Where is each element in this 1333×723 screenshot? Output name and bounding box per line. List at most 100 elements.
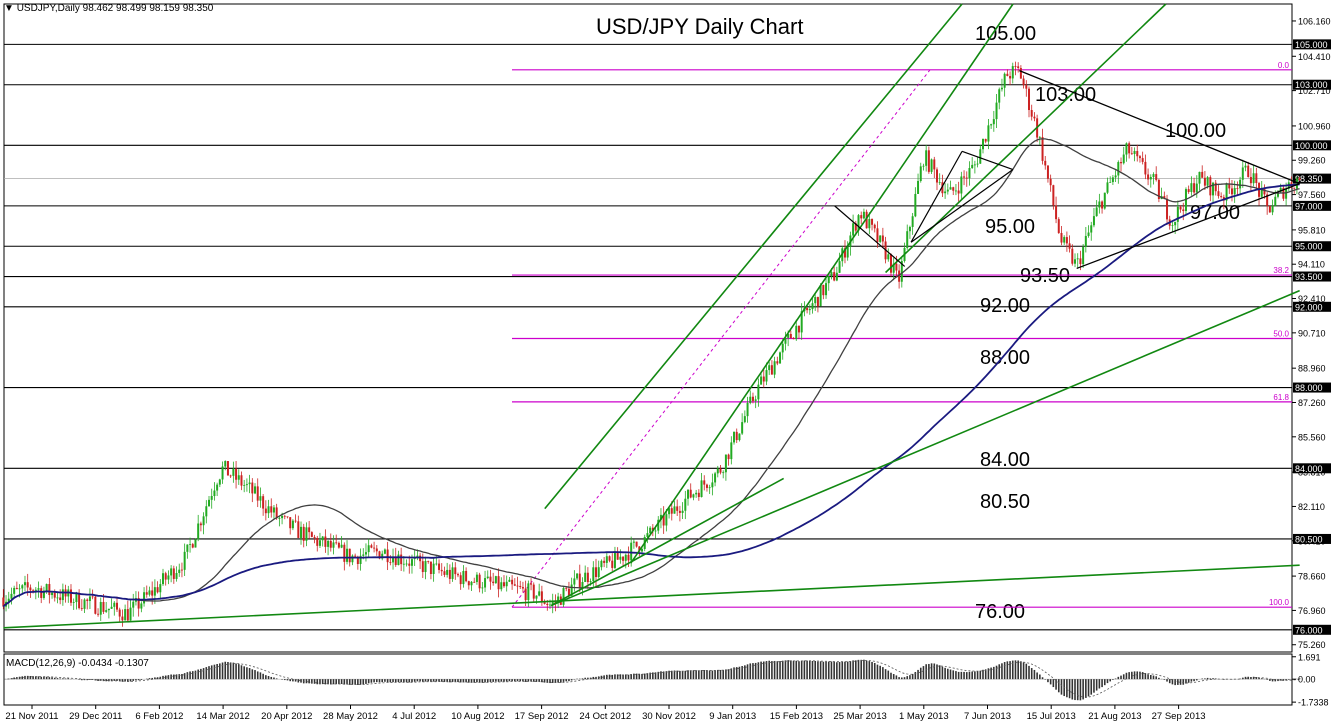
candle-body: [143, 592, 146, 604]
candle-body: [930, 159, 933, 172]
candle-body: [148, 590, 151, 595]
candle-body: [635, 541, 638, 547]
y-tick-label: 94.110: [1298, 260, 1325, 270]
candle-body: [1136, 150, 1139, 157]
candle-body: [971, 164, 974, 169]
candle-body: [1044, 160, 1047, 166]
candle-body: [703, 480, 706, 485]
candle-body: [75, 592, 78, 603]
candle-body: [811, 303, 814, 310]
x-tick-label: 24 Oct 2012: [579, 711, 631, 722]
y-tick-label: 95.810: [1298, 225, 1326, 235]
candle-body: [1201, 171, 1204, 178]
candle-body: [164, 573, 167, 580]
candle-body: [2, 597, 5, 607]
candle-body: [749, 396, 752, 403]
candle-body: [768, 365, 771, 371]
candle-body: [316, 537, 319, 546]
candle-body: [113, 602, 116, 607]
candle-body: [86, 599, 89, 602]
chart-title: USD/JPY Daily Chart: [596, 14, 804, 39]
candle-body: [1230, 188, 1233, 195]
dropdown-arrow-icon[interactable]: ▼: [4, 3, 14, 14]
flag-line: [910, 169, 1014, 243]
candle-body: [1190, 183, 1193, 192]
candle-body: [592, 567, 595, 582]
candle-body: [332, 542, 335, 548]
candle-body: [1071, 248, 1074, 264]
level-label: 80.50: [980, 491, 1030, 513]
candle-body: [248, 482, 251, 485]
y-tick-label: 99.260: [1298, 156, 1326, 166]
candle-body: [446, 569, 449, 575]
candle-body: [1103, 192, 1106, 209]
candle-body: [933, 159, 936, 170]
y-tick-label: 85.560: [1298, 432, 1326, 442]
candle-body: [1214, 182, 1217, 192]
y-tick-label: 87.260: [1298, 398, 1326, 408]
fib-level-label: 61.8: [1273, 393, 1289, 402]
candle-body: [351, 555, 354, 563]
candle-body: [632, 541, 635, 543]
candle-body: [1228, 183, 1231, 189]
candle-body: [1157, 179, 1160, 199]
level-label: 93.50: [1020, 265, 1070, 287]
candle-body: [486, 576, 489, 579]
candle-body: [565, 588, 568, 589]
candle-body: [1114, 175, 1117, 178]
candle-body: [605, 556, 608, 563]
candle-body: [132, 601, 135, 608]
x-tick-label: 9 Jan 2013: [709, 711, 756, 722]
candle-body: [375, 548, 378, 552]
candle-body: [202, 516, 205, 526]
x-tick-label: 20 Apr 2012: [261, 711, 312, 722]
candle-body: [321, 536, 324, 541]
candle-body: [213, 490, 216, 497]
candle-body: [513, 584, 516, 586]
macd-tick-label: 1.691: [1298, 652, 1321, 662]
candle-body: [992, 119, 995, 125]
candle-body: [1101, 201, 1104, 209]
candle-body: [754, 399, 757, 401]
candle-body: [1074, 259, 1077, 264]
x-tick-label: 6 Feb 2012: [135, 711, 183, 722]
candle-body: [608, 556, 611, 561]
candle-body: [26, 582, 29, 588]
level-tag: 88.000: [1295, 383, 1323, 393]
candle-body: [795, 325, 798, 340]
candle-body: [337, 542, 340, 548]
candle-body: [779, 352, 782, 364]
candle-body: [1006, 73, 1009, 77]
candle-body: [1212, 182, 1215, 196]
y-tick-label: 76.960: [1298, 606, 1326, 616]
candle-body: [29, 587, 32, 591]
candle-body: [524, 588, 527, 601]
level-tag: 100.000: [1295, 141, 1328, 151]
candle-body: [1084, 235, 1087, 247]
level-tag-bg: [1293, 39, 1331, 50]
candle-body: [335, 542, 338, 544]
candle-body: [324, 536, 327, 547]
candle-body: [670, 508, 673, 514]
candle-body: [719, 468, 722, 473]
candle-body: [348, 548, 351, 563]
candle-body: [88, 596, 91, 602]
candle-body: [370, 545, 373, 548]
candle-body: [83, 599, 86, 609]
candle-body: [860, 215, 863, 219]
candle-body: [191, 544, 194, 548]
candle-body: [454, 567, 457, 575]
candle-body: [1019, 68, 1022, 79]
candle-body: [7, 598, 10, 602]
candle-body: [578, 573, 581, 588]
x-tick-label: 10 Aug 2012: [451, 711, 504, 722]
candle-body: [367, 545, 370, 553]
level-label: 97.00: [1190, 202, 1240, 224]
candle-body: [37, 588, 40, 590]
candle-body: [1152, 174, 1155, 177]
candle-body: [816, 297, 819, 307]
candle-body: [668, 508, 671, 515]
candle-body: [871, 218, 874, 225]
candle-body: [216, 484, 219, 491]
candle-body: [470, 581, 473, 586]
